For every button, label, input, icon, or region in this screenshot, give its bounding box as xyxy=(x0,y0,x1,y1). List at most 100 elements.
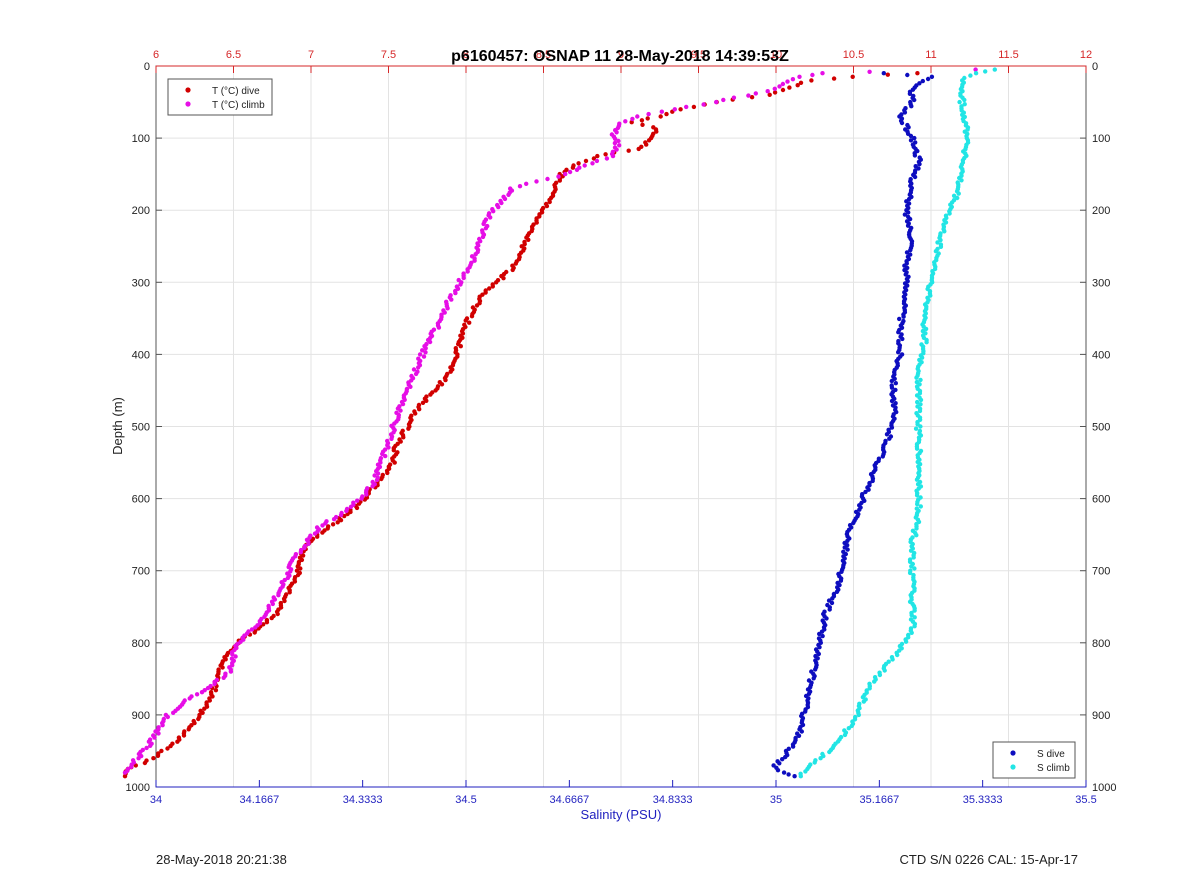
data-point xyxy=(513,261,518,266)
data-point xyxy=(344,508,349,514)
data-point xyxy=(792,774,797,779)
data-point xyxy=(364,492,369,497)
data-point xyxy=(746,93,751,98)
data-point xyxy=(912,174,918,180)
data-point xyxy=(646,138,652,143)
data-point xyxy=(861,699,866,704)
data-point xyxy=(129,764,134,769)
data-point xyxy=(913,426,919,431)
data-point xyxy=(442,310,447,315)
data-point xyxy=(616,138,621,144)
data-point xyxy=(181,733,187,738)
data-point xyxy=(880,454,885,459)
y-tick-label: 400 xyxy=(132,349,150,361)
data-point xyxy=(480,234,486,240)
data-point xyxy=(483,290,488,295)
data-point xyxy=(884,432,890,437)
data-point xyxy=(427,339,433,345)
salinity-tick-label: 35 xyxy=(770,794,782,806)
data-point xyxy=(354,505,360,511)
data-point xyxy=(845,547,850,552)
data-point xyxy=(664,111,669,117)
data-point xyxy=(818,756,823,761)
data-point xyxy=(917,408,923,414)
data-point xyxy=(639,118,645,123)
data-point xyxy=(200,710,205,715)
data-point xyxy=(269,615,274,621)
data-point xyxy=(646,111,651,117)
data-point xyxy=(298,550,303,555)
data-point xyxy=(959,178,964,183)
data-point xyxy=(544,203,550,209)
data-point xyxy=(912,97,917,103)
data-point xyxy=(810,72,815,78)
data-point xyxy=(881,71,886,76)
data-point xyxy=(623,119,628,124)
data-point xyxy=(914,375,919,380)
data-point xyxy=(424,398,429,403)
data-point xyxy=(330,522,336,527)
data-point xyxy=(416,365,421,370)
data-point xyxy=(781,770,787,775)
data-point xyxy=(165,746,170,751)
data-point xyxy=(918,377,923,383)
data-point xyxy=(772,90,778,95)
data-point xyxy=(610,153,616,159)
legend-label: T (°C) dive xyxy=(212,86,260,97)
data-point xyxy=(973,67,978,72)
data-point xyxy=(902,212,908,217)
temperature-tick-label: 12 xyxy=(1080,49,1092,61)
data-point xyxy=(714,99,719,105)
y-axis-label: Depth (m) xyxy=(110,397,125,455)
data-point xyxy=(175,739,180,744)
data-point xyxy=(866,487,871,492)
y-tick-label: 300 xyxy=(132,277,150,289)
data-point xyxy=(411,367,417,372)
data-point xyxy=(583,158,589,164)
data-point xyxy=(338,518,344,523)
data-point xyxy=(270,601,275,607)
data-point xyxy=(857,507,862,512)
data-point xyxy=(908,138,914,143)
data-point xyxy=(942,229,947,234)
data-point xyxy=(487,286,492,291)
data-point xyxy=(465,269,470,274)
data-point xyxy=(443,377,448,383)
data-point xyxy=(524,181,529,186)
temperature-tick-label: 6.5 xyxy=(226,49,241,61)
data-point xyxy=(962,102,967,107)
data-point xyxy=(731,95,737,100)
data-point xyxy=(383,453,388,459)
temperature-tick-label: 10 xyxy=(770,49,782,61)
data-point xyxy=(817,645,822,650)
data-point xyxy=(590,161,595,166)
y-tick-label: 600 xyxy=(132,494,150,506)
data-point xyxy=(594,158,600,164)
data-point xyxy=(785,79,790,84)
data-point xyxy=(678,107,683,112)
data-point xyxy=(834,589,840,594)
data-point xyxy=(122,774,128,779)
data-point xyxy=(893,381,898,386)
data-point xyxy=(882,668,887,673)
data-point xyxy=(491,209,496,214)
data-point xyxy=(156,731,161,736)
data-point xyxy=(659,109,664,114)
data-point xyxy=(614,130,619,135)
legend-box xyxy=(167,78,273,116)
data-point xyxy=(775,768,781,773)
data-point xyxy=(938,244,944,249)
data-point xyxy=(803,769,808,774)
data-point xyxy=(636,146,641,152)
series-t-c-climb xyxy=(122,67,978,775)
data-point xyxy=(474,303,480,308)
data-point xyxy=(902,110,908,115)
salinity-tick-label: 35.3333 xyxy=(963,794,1003,806)
temperature-tick-label: 9 xyxy=(618,49,624,61)
salinity-tick-label: 34.8333 xyxy=(653,794,693,806)
data-point xyxy=(889,385,895,390)
data-point xyxy=(595,153,600,159)
data-point xyxy=(171,710,176,715)
data-point xyxy=(374,477,380,483)
data-point xyxy=(591,156,597,161)
